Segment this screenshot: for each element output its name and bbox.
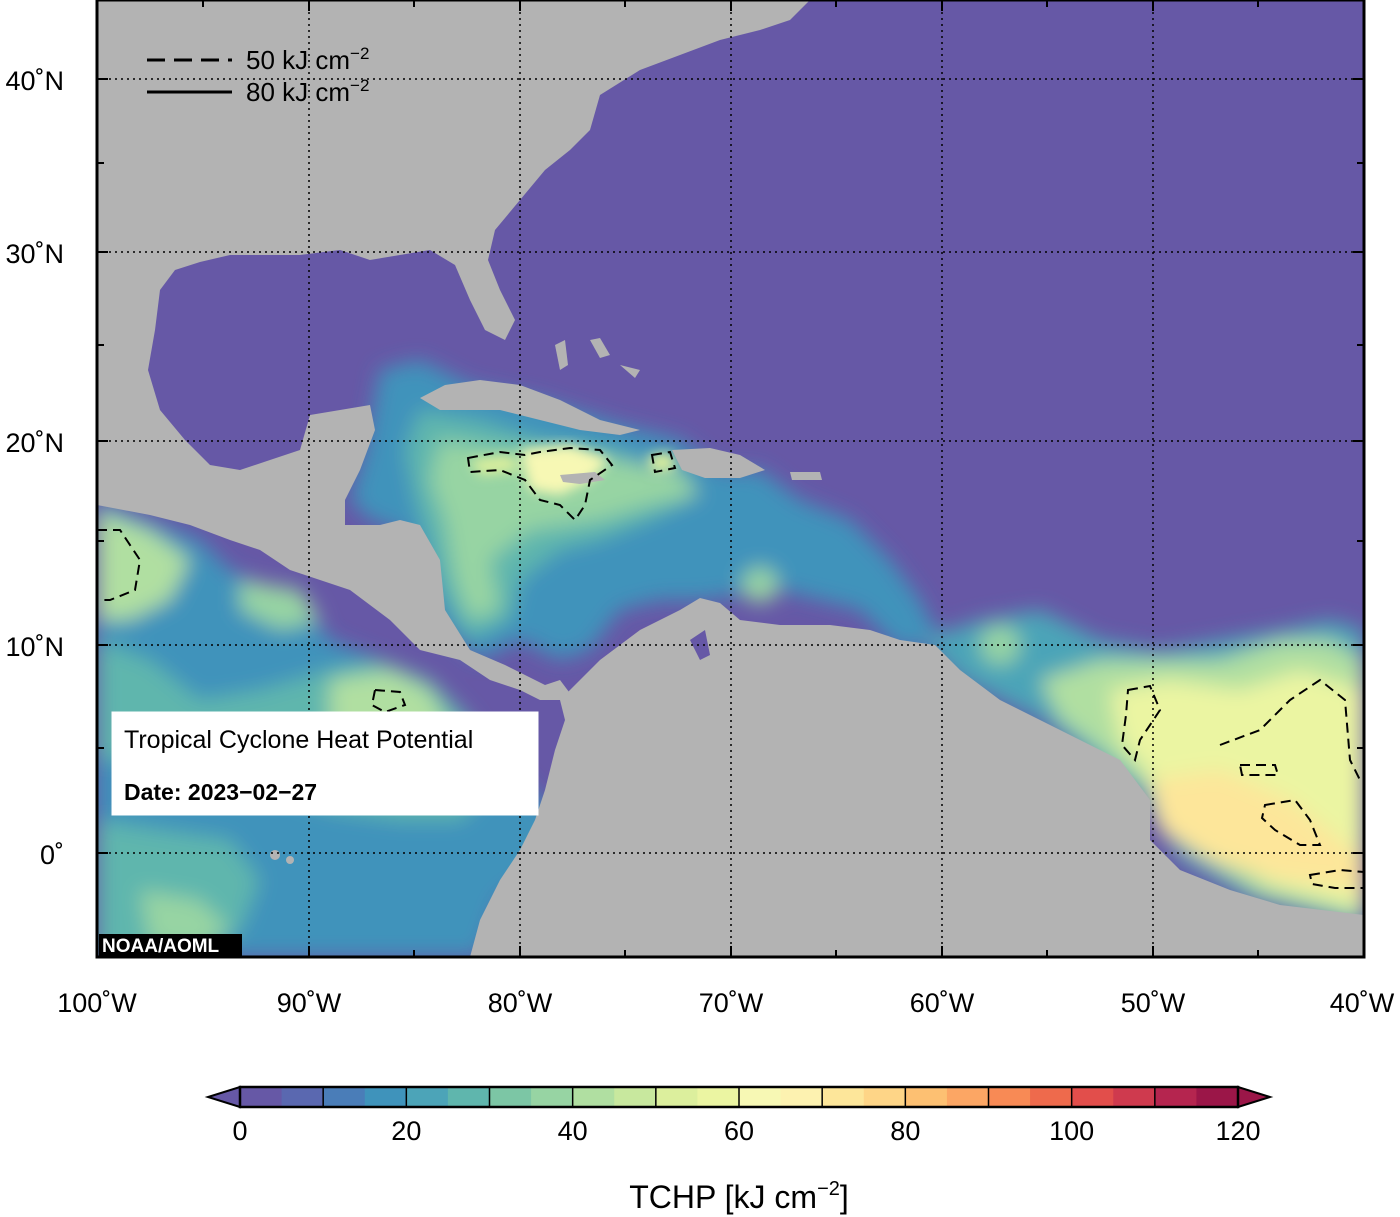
tchp-field bbox=[97, 360, 1364, 957]
colorbar-tick-label: 60 bbox=[724, 1116, 754, 1146]
colorbar-bin bbox=[1196, 1087, 1239, 1107]
credit-badge: NOAA/AOML bbox=[99, 934, 242, 957]
colorbar-tick-label: 40 bbox=[558, 1116, 588, 1146]
dashed-legend-label: 50 kJ cm−2 bbox=[246, 44, 369, 75]
colorbar-tick-label: 0 bbox=[232, 1116, 247, 1146]
colorbar-bin bbox=[739, 1087, 782, 1107]
colorbar-bin bbox=[572, 1087, 615, 1107]
lat-labels: 40˚N 30˚N 20˚N 10˚N 0˚ bbox=[5, 66, 64, 870]
colorbar-bin bbox=[655, 1087, 698, 1107]
lon-label-50w: 50˚W bbox=[1121, 988, 1186, 1018]
colorbar-bin bbox=[406, 1087, 449, 1107]
colorbar-bin bbox=[780, 1087, 823, 1107]
colorbar-bin bbox=[1113, 1087, 1156, 1107]
colorbar-bin bbox=[988, 1087, 1031, 1107]
colorbar-bin bbox=[697, 1087, 740, 1107]
colorbar-bin bbox=[1154, 1087, 1197, 1107]
land bbox=[97, 0, 1364, 957]
solid-legend-label: 80 kJ cm−2 bbox=[246, 76, 369, 107]
colorbar-bin bbox=[863, 1087, 906, 1107]
contour-legend: 50 kJ cm−2 80 kJ cm−2 bbox=[147, 44, 369, 107]
tick-marks bbox=[97, 0, 1364, 957]
colorbar-title: TCHP [kJ cm−2] bbox=[629, 1178, 849, 1215]
lat-label-30n: 30˚N bbox=[5, 239, 64, 269]
colorbar-bin bbox=[614, 1087, 657, 1107]
lat-label-20n: 20˚N bbox=[5, 428, 64, 458]
tchp-contours bbox=[97, 446, 1364, 889]
info-box-background bbox=[111, 711, 539, 816]
colorbar-bin bbox=[364, 1087, 407, 1107]
colorbar-bin bbox=[822, 1087, 865, 1107]
gridlines bbox=[97, 0, 1364, 957]
lon-label-40w: 40˚W bbox=[1330, 988, 1395, 1018]
info-box: Tropical Cyclone Heat Potential Date: 20… bbox=[111, 711, 539, 816]
colorbar-bin bbox=[1071, 1087, 1114, 1107]
colorbar-bin bbox=[489, 1087, 532, 1107]
colorbar-bin bbox=[447, 1087, 490, 1107]
colorbar-tick-label: 100 bbox=[1049, 1116, 1094, 1146]
lon-label-100w: 100˚W bbox=[57, 988, 137, 1018]
credit-text: NOAA/AOML bbox=[102, 936, 220, 957]
colorbar-tick-label: 20 bbox=[391, 1116, 421, 1146]
info-date: Date: 2023−02−27 bbox=[124, 779, 317, 805]
colorbar-bin bbox=[531, 1087, 574, 1107]
colorbar-arrow-left bbox=[204, 1085, 241, 1109]
lon-label-70w: 70˚W bbox=[699, 988, 764, 1018]
colorbar-arrow-right bbox=[1237, 1085, 1274, 1109]
lat-label-10n: 10˚N bbox=[5, 632, 64, 662]
lat-label-0: 0˚ bbox=[40, 840, 64, 870]
lon-label-80w: 80˚W bbox=[488, 988, 553, 1018]
colorbar-tick-label: 120 bbox=[1215, 1116, 1260, 1146]
colorbar-bin bbox=[1030, 1087, 1073, 1107]
colorbar-bin bbox=[323, 1087, 366, 1107]
colorbar-ticks: 0 20 40 60 80 100 120 bbox=[232, 1087, 1261, 1146]
colorbar-bin bbox=[281, 1087, 324, 1107]
lon-labels: 100˚W 90˚W 80˚W 70˚W 60˚W 50˚W 40˚W bbox=[57, 988, 1395, 1018]
colorbar-bins bbox=[240, 1087, 1239, 1107]
colorbar-bin bbox=[240, 1087, 283, 1107]
colorbar-bin bbox=[905, 1087, 948, 1107]
colorbar-bin bbox=[946, 1087, 989, 1107]
lat-label-40n: 40˚N bbox=[5, 66, 64, 96]
lon-label-60w: 60˚W bbox=[910, 988, 975, 1018]
colorbar: 0 20 40 60 80 100 120 TCHP [kJ cm−2] bbox=[204, 1085, 1274, 1215]
info-title: Tropical Cyclone Heat Potential bbox=[124, 726, 473, 754]
lon-label-90w: 90˚W bbox=[277, 988, 342, 1018]
colorbar-tick-label: 80 bbox=[890, 1116, 920, 1146]
credit-background bbox=[99, 934, 242, 956]
